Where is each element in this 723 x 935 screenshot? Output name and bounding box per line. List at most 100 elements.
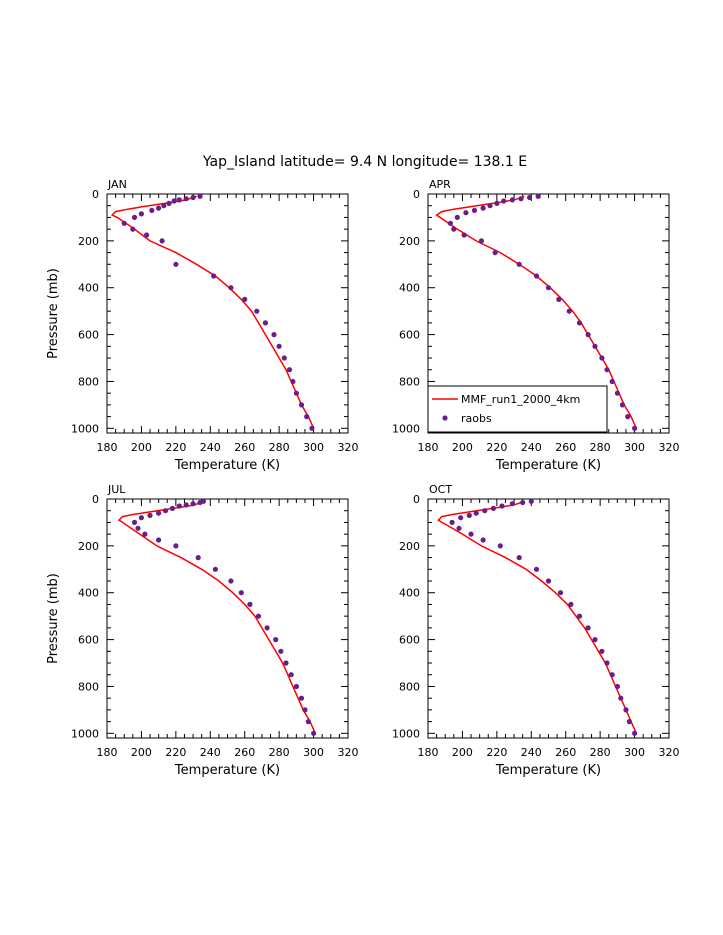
raobs-point xyxy=(290,378,296,385)
x-tick-label: 260 xyxy=(555,746,576,759)
raobs-point xyxy=(298,402,305,408)
x-tick-label: 180 xyxy=(418,441,439,454)
raobs-point xyxy=(497,543,503,549)
x-tick-label: 240 xyxy=(521,746,542,759)
raobs-point xyxy=(130,226,136,232)
x-axis-label: Temperature (K) xyxy=(174,763,280,778)
x-axis-label: Temperature (K) xyxy=(174,458,280,473)
raobs-point xyxy=(447,220,453,226)
raobs-point xyxy=(278,648,284,654)
y-tick-label: 200 xyxy=(78,235,99,248)
figure-title: Yap_Island latitude= 9.4 N longitude= 13… xyxy=(202,154,527,170)
y-tick-label: 1000 xyxy=(392,422,420,435)
raobs-point xyxy=(288,672,294,678)
raobs-point xyxy=(520,499,526,506)
raobs-point xyxy=(449,519,455,526)
x-tick-label: 240 xyxy=(200,441,221,454)
model-profile-line xyxy=(435,195,637,429)
raobs-point xyxy=(144,232,150,238)
raobs-point xyxy=(527,194,533,201)
legend-box xyxy=(427,385,608,433)
x-tick-label: 200 xyxy=(131,441,152,454)
y-axis-label: Pressure (mb) xyxy=(46,573,61,664)
raobs-point xyxy=(535,193,541,199)
raobs-point xyxy=(293,683,299,690)
x-tick-label: 180 xyxy=(418,746,439,759)
x-tick-label: 320 xyxy=(659,746,680,759)
raobs-point xyxy=(556,296,562,302)
x-tick-label: 200 xyxy=(452,441,473,454)
raobs-point xyxy=(528,498,534,504)
panel-label: OCT xyxy=(429,483,452,496)
panel-jul: 180 200 220 240 260 280 300 320 0 200 400 600 800 100… xyxy=(46,483,359,778)
raobs-point xyxy=(461,232,467,238)
panel-label: APR xyxy=(429,178,451,191)
raobs-point xyxy=(471,207,478,213)
raobs-point xyxy=(533,273,540,279)
legend-obs-label: raobs xyxy=(461,412,492,425)
x-tick-label: 320 xyxy=(659,441,680,454)
raobs-point xyxy=(281,355,287,361)
x-tick-label: 200 xyxy=(452,746,473,759)
y-tick-label: 400 xyxy=(78,282,99,295)
raobs-point xyxy=(200,498,206,504)
raobs-point xyxy=(632,730,638,736)
x-tick-label: 280 xyxy=(269,746,290,759)
y-tick-label: 800 xyxy=(399,375,420,388)
x-tick-label: 280 xyxy=(590,746,611,759)
raobs-point xyxy=(454,214,460,220)
raobs-point xyxy=(183,502,189,508)
raobs-point xyxy=(516,555,522,561)
raobs-point xyxy=(568,601,574,608)
raobs-point xyxy=(545,285,552,291)
raobs-point xyxy=(473,510,479,516)
raobs-point xyxy=(156,205,162,211)
raobs-point xyxy=(247,601,253,608)
y-tick-label: 400 xyxy=(399,587,420,600)
plot-frame xyxy=(106,193,349,434)
raobs-point xyxy=(625,414,631,420)
raobs-point xyxy=(161,203,167,209)
y-tick-label: 600 xyxy=(399,329,420,342)
x-tick-label: 220 xyxy=(486,746,507,759)
raobs-point xyxy=(212,566,218,572)
raobs-point xyxy=(576,320,583,326)
x-tick-label: 300 xyxy=(303,441,324,454)
y-tick-label: 1000 xyxy=(71,422,99,435)
raobs-point xyxy=(456,525,462,531)
raobs-point xyxy=(159,238,165,244)
raobs-point xyxy=(599,355,605,361)
x-tick-label: 220 xyxy=(165,746,186,759)
x-tick-label: 180 xyxy=(97,746,118,759)
raobs-point xyxy=(623,707,629,713)
raobs-point xyxy=(599,648,605,654)
x-tick-label: 200 xyxy=(131,746,152,759)
raobs-point xyxy=(480,537,486,543)
raobs-point xyxy=(501,198,507,204)
raobs-point xyxy=(632,425,638,431)
raobs-point xyxy=(499,503,505,509)
y-tick-label: 200 xyxy=(399,540,420,553)
x-tick-label: 220 xyxy=(486,441,507,454)
y-tick-label: 0 xyxy=(413,188,420,201)
y-tick-label: 600 xyxy=(78,329,99,342)
raobs-point xyxy=(614,390,621,396)
x-tick-label: 260 xyxy=(234,441,255,454)
raobs-point xyxy=(149,207,155,213)
raobs-point xyxy=(518,196,524,202)
raobs-point xyxy=(262,320,268,326)
raobs-point xyxy=(283,660,289,666)
raobs-point xyxy=(311,730,317,736)
raobs-point xyxy=(190,194,196,201)
panel-jan: 180 200 220 240 260 280 300 320 0 200 400 600 800 100… xyxy=(46,178,359,473)
raobs-point xyxy=(197,193,203,199)
y-tick-label: 1000 xyxy=(392,727,420,740)
raobs-point xyxy=(190,501,196,507)
x-tick-label: 260 xyxy=(555,441,576,454)
y-tick-label: 600 xyxy=(78,634,99,647)
raobs-point xyxy=(533,566,540,572)
raobs-point xyxy=(162,508,169,514)
x-tick-label: 300 xyxy=(624,746,645,759)
raobs-point xyxy=(131,214,138,220)
